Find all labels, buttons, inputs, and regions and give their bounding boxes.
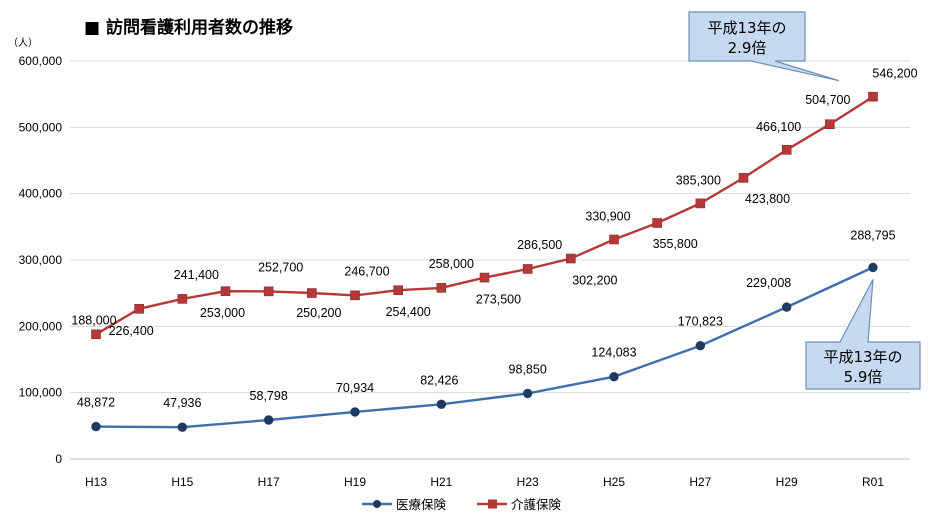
- data-label: 47,936: [163, 396, 201, 410]
- data-label: 302,200: [572, 274, 617, 288]
- data-label: 286,500: [517, 238, 562, 252]
- series-2-marker: [393, 285, 403, 296]
- series-1-marker: [177, 422, 188, 432]
- series-2-marker: [522, 264, 533, 274]
- x-tick-label: H19: [344, 475, 366, 489]
- legend-label-1: 医療保険: [396, 497, 447, 512]
- y-tick-label: 100,000: [19, 386, 63, 400]
- y-tick-label: 400,000: [19, 187, 63, 201]
- series-1-marker: [263, 415, 274, 425]
- data-label: 170,823: [678, 315, 723, 329]
- data-label: 58,798: [250, 389, 288, 403]
- callout-2-text: 平成13年の: [823, 348, 902, 366]
- x-axis-ticks: H13 H15 H17 H19 H21 H23 H25 H27 H29 R01: [85, 475, 884, 489]
- data-label: 98,850: [509, 362, 547, 376]
- legend: 医療保険 介護保険: [362, 497, 562, 512]
- series-2-marker: [220, 286, 231, 296]
- series-1-marker: [91, 421, 101, 432]
- legend-marker-2: [488, 499, 497, 509]
- x-tick-label: H15: [171, 475, 193, 489]
- series-1-marker: [350, 407, 360, 417]
- y-tick-label: 500,000: [19, 120, 63, 134]
- data-label: 226,400: [109, 324, 154, 338]
- series-2-marker: [307, 288, 317, 298]
- x-tick-label: R01: [862, 475, 884, 489]
- y-axis-unit: （人）: [8, 37, 38, 49]
- data-label: 82,426: [420, 373, 458, 387]
- y-tick-label: 600,000: [19, 54, 63, 68]
- series-2-marker: [263, 286, 274, 297]
- series-1-marker: [436, 399, 447, 410]
- series-group: [91, 91, 878, 432]
- series-2-marker: [177, 294, 188, 304]
- data-label: 258,000: [429, 257, 474, 271]
- series-1-marker: [868, 262, 878, 273]
- data-label: 253,000: [200, 306, 245, 320]
- series-1-marker: [695, 340, 706, 351]
- x-tick-label: H29: [776, 475, 798, 489]
- series-2-marker: [91, 329, 101, 340]
- data-label: 70,934: [336, 381, 374, 395]
- series-2-marker: [350, 290, 360, 301]
- y-tick-label: 0: [55, 452, 62, 466]
- data-label: 241,400: [174, 268, 219, 282]
- data-label: 229,008: [746, 276, 791, 290]
- series-2-marker: [868, 91, 878, 102]
- data-label: 273,500: [476, 293, 521, 307]
- x-tick-label: H27: [689, 475, 711, 489]
- data-label: 250,200: [296, 306, 341, 320]
- data-label: 504,700: [805, 93, 850, 107]
- series-line-1: [95, 266, 874, 429]
- y-tick-label: 300,000: [19, 253, 63, 267]
- series-1-marker: [522, 388, 533, 399]
- series-1-marker: [781, 302, 792, 312]
- data-label: 466,100: [756, 120, 801, 134]
- grid-lines: [70, 60, 910, 460]
- data-labels: 48,872 47,936 58,798 70,934 82,426 98,850 124,…: [71, 67, 917, 411]
- data-label: 330,900: [585, 210, 630, 224]
- data-label: 254,400: [386, 305, 431, 319]
- series-2-marker: [609, 234, 619, 245]
- series-2-marker: [479, 272, 490, 283]
- series-2-marker: [652, 218, 662, 228]
- series-2-marker: [695, 198, 706, 209]
- data-label: 246,700: [344, 264, 389, 278]
- y-tick-label: 200,000: [19, 319, 63, 333]
- data-label: 546,200: [872, 67, 917, 81]
- callout-1-text: 2.9倍: [728, 39, 767, 57]
- series-1-marker: [609, 371, 619, 382]
- series-2-marker: [566, 253, 576, 264]
- callout-2-text: 5.9倍: [844, 368, 883, 386]
- x-tick-label: H25: [603, 475, 625, 489]
- series-2-marker: [134, 304, 144, 314]
- callout-box-1: [688, 11, 840, 82]
- data-label: 288,795: [850, 228, 895, 242]
- x-tick-label: H13: [85, 475, 107, 489]
- series-2-marker: [781, 145, 792, 155]
- series-2-marker: [825, 119, 835, 130]
- legend-label-2: 介護保険: [511, 497, 562, 512]
- series-2-marker: [436, 283, 447, 293]
- data-label: 423,800: [745, 192, 790, 206]
- chart-title: ■ 訪問看護利用者数の推移: [84, 17, 293, 38]
- data-label: 252,700: [258, 260, 303, 274]
- data-label: 385,300: [676, 173, 721, 187]
- x-tick-label: H17: [258, 475, 280, 489]
- data-label: 124,083: [591, 346, 636, 360]
- callout-1-text: 平成13年の: [707, 19, 786, 37]
- data-label: 355,800: [653, 237, 698, 251]
- series-2-marker: [738, 173, 749, 183]
- legend-marker-1: [373, 500, 381, 508]
- callout-box-2: [805, 279, 921, 390]
- data-label: 48,872: [77, 396, 115, 410]
- y-axis-ticks: 0 100,000 200,000 300,000 400,000 500,000 600,…: [19, 54, 63, 466]
- data-label: 188,000: [71, 313, 116, 327]
- x-tick-label: H21: [430, 475, 452, 489]
- x-tick-label: H23: [517, 475, 539, 489]
